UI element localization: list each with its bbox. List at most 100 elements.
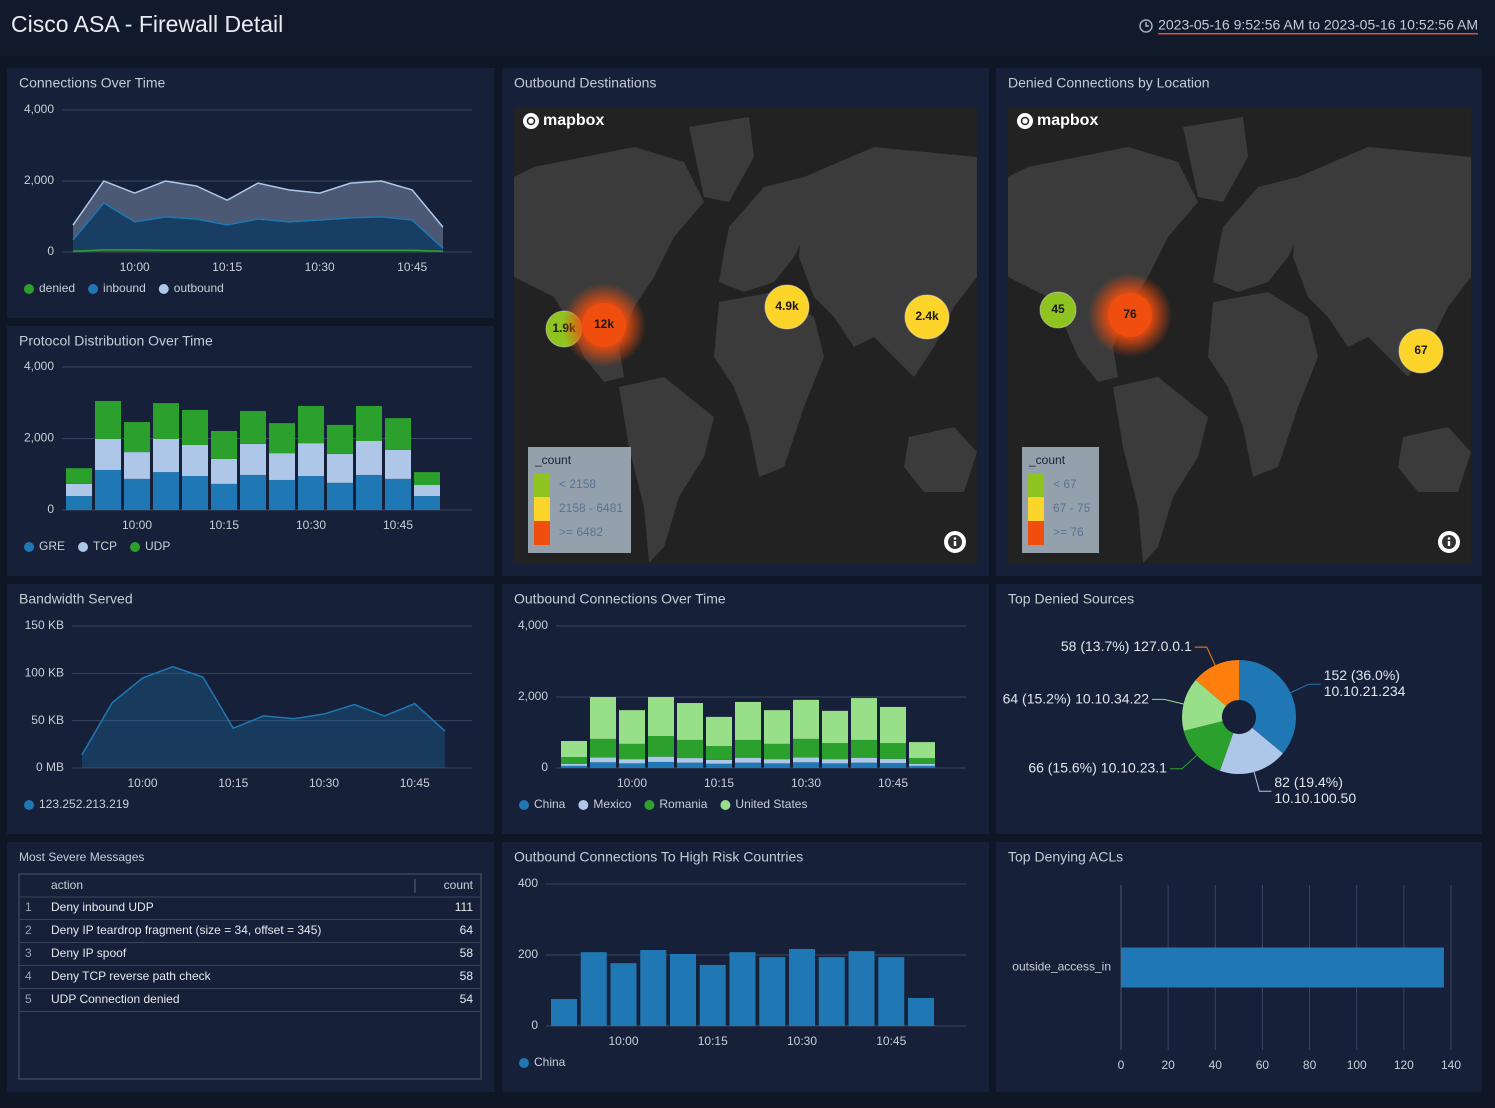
x-tick-label: 10:45: [400, 776, 430, 790]
row-index: 5: [25, 992, 32, 1006]
bar: [327, 453, 353, 483]
y-tick-label: 2,000: [24, 431, 54, 445]
y-tick-label: 400: [518, 876, 538, 890]
row-count: 111: [455, 900, 474, 914]
bar: [677, 758, 703, 763]
bubble[interactable]: [904, 294, 950, 340]
map-legend-label: 67 - 75: [1053, 501, 1091, 515]
row-index: 1: [25, 900, 32, 914]
y-tick-label: outside_access_in: [1012, 960, 1111, 974]
bubble[interactable]: [764, 284, 810, 330]
pie-value-label: 58 (13.7%): [1061, 638, 1129, 654]
bubble[interactable]: [582, 303, 626, 347]
pie-value-label: 152 (36.0%): [1324, 667, 1400, 683]
legend-swatch: [519, 800, 529, 810]
mapbox-logo-inner: [1020, 116, 1030, 126]
panel-title: Bandwidth Served: [19, 591, 133, 607]
bar: [182, 476, 208, 510]
legend-label: China: [534, 1055, 566, 1069]
bar: [822, 763, 848, 768]
area-fill: [82, 666, 445, 768]
map-legend-swatch: [534, 521, 550, 545]
bar: [735, 701, 761, 740]
panel-title: Top Denying ACLs: [1008, 849, 1123, 865]
bar: [66, 496, 92, 510]
bar: [619, 763, 645, 768]
bar: [590, 757, 616, 763]
bar: [414, 496, 440, 510]
legend-swatch: [24, 800, 34, 810]
bar: [648, 761, 674, 768]
bar: [759, 957, 786, 1026]
bar: [822, 743, 848, 760]
bar: [211, 483, 237, 510]
bar: [648, 736, 674, 757]
bar: [706, 716, 732, 746]
bar: [590, 697, 616, 739]
info-icon-dot: [953, 537, 957, 540]
bar: [124, 478, 150, 510]
x-tick-label: 10:00: [120, 260, 150, 274]
bar: [764, 710, 790, 744]
bar: [124, 452, 150, 479]
bar: [561, 756, 587, 764]
x-tick-label: 10:15: [218, 776, 248, 790]
bar: [269, 453, 295, 480]
x-tick-label: 10:00: [122, 518, 152, 532]
pie-category-label: 127.0.0.1: [1133, 638, 1192, 654]
bar: [356, 474, 382, 510]
y-tick-label: 0: [47, 244, 54, 258]
leader-line: [1290, 683, 1321, 694]
bar: [822, 759, 848, 764]
bar: [880, 706, 906, 744]
legend-label: outbound: [174, 281, 224, 295]
bar: [211, 430, 237, 459]
bar: [356, 441, 382, 475]
x-tick-label: 10:15: [704, 776, 734, 790]
table-header: count: [444, 878, 474, 892]
pie-slice: [1183, 721, 1234, 771]
x-tick-label: 140: [1441, 1058, 1461, 1072]
pie-category-label: 10.10.23.1: [1101, 759, 1167, 775]
bubble-label: 2.4k: [915, 309, 939, 323]
bar: [648, 756, 674, 762]
x-tick-label: 40: [1209, 1058, 1223, 1072]
legend-label: inbound: [103, 281, 146, 295]
bubble[interactable]: [1108, 293, 1152, 337]
legend-label: Mexico: [593, 797, 631, 811]
pie-value-label: 66 (15.6%): [1028, 759, 1096, 775]
y-tick-label: 0 MB: [36, 760, 64, 774]
leader-line: [1169, 754, 1198, 770]
panel-title: Most Severe Messages: [19, 850, 144, 864]
bar: [677, 762, 703, 768]
legend-label: 123.252.213.219: [39, 797, 129, 811]
x-tick-label: 10:00: [617, 776, 647, 790]
leader-line: [1253, 771, 1272, 792]
clock-icon: [1139, 19, 1153, 33]
bar: [670, 953, 696, 1026]
row-index: 2: [25, 923, 32, 937]
y-tick-label: 0: [47, 502, 54, 516]
bubble[interactable]: [1398, 328, 1444, 374]
bar: [414, 472, 440, 485]
y-tick-label: 4,000: [24, 102, 54, 116]
x-tick-label: 10:30: [305, 260, 335, 274]
legend-label: United States: [735, 797, 807, 811]
bar: [95, 469, 121, 510]
bar: [580, 952, 607, 1026]
mapbox-logo-inner: [526, 116, 536, 126]
bar: [677, 739, 703, 759]
bar: [1121, 947, 1444, 988]
bar: [327, 424, 353, 454]
time-range[interactable]: 2023-05-16 9:52:56 AM to 2023-05-16 10:5…: [1158, 17, 1478, 33]
info-icon-dot: [1447, 537, 1451, 540]
y-tick-label: 100 KB: [25, 666, 64, 680]
x-tick-label: 10:30: [787, 1034, 817, 1048]
pie-category-label: 10.10.21.234: [1324, 683, 1406, 699]
map-legend-title: _count: [534, 453, 572, 467]
map-legend-title: _count: [1028, 453, 1066, 467]
bar: [735, 739, 761, 758]
bubble[interactable]: [1039, 291, 1077, 329]
legend-swatch: [88, 284, 99, 294]
bar: [909, 765, 935, 768]
